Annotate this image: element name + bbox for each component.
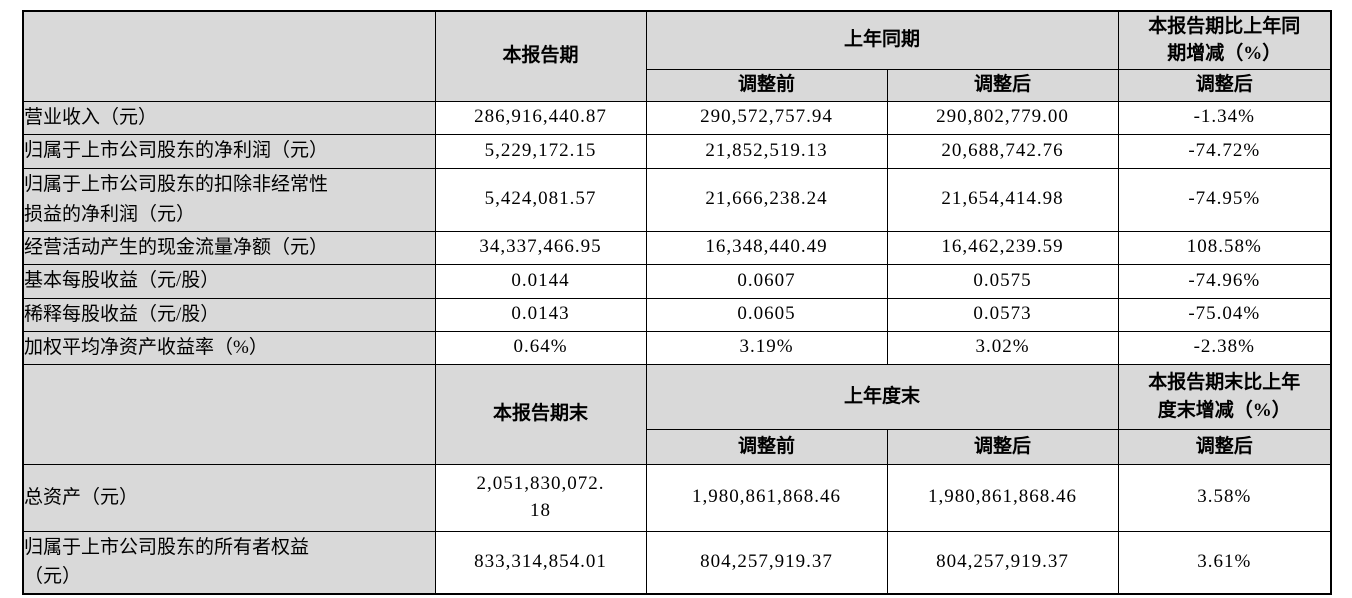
- header-end-change: 本报告期末比上年 度末增减（%）: [1117, 363, 1332, 430]
- header-prior-year-end-group: 上年度末: [645, 363, 1119, 430]
- cell-net-profit-deducted-prior-after: 21,654,414.98: [886, 167, 1119, 232]
- cell-operating-revenue-change: -1.34%: [1117, 100, 1332, 135]
- header-current-period-end: 本报告期末: [434, 363, 647, 465]
- cell-operating-revenue-prior-after: 290,802,779.00: [886, 100, 1119, 135]
- cell-operating-cash-flow-current: 34,337,466.95: [434, 230, 647, 265]
- cell-basic-eps-change: -74.96%: [1117, 263, 1332, 299]
- header-current-period: 本报告期: [434, 10, 647, 102]
- cell-weighted-roe-prior-before: 3.19%: [645, 330, 888, 365]
- cell-net-profit-prior-after: 20,688,742.76: [886, 133, 1119, 169]
- row-label-equity: 归属于上市公司股东的所有者权益 （元）: [22, 530, 436, 595]
- cell-operating-cash-flow-prior-before: 16,348,440.49: [645, 230, 888, 265]
- row-label-net-profit-deducted: 归属于上市公司股东的扣除非经常性 损益的净利润（元）: [22, 167, 436, 232]
- cell-operating-revenue-current: 286,916,440.87: [434, 100, 647, 135]
- cell-diluted-eps-prior-after: 0.0573: [886, 297, 1119, 332]
- cell-diluted-eps-current: 0.0143: [434, 297, 647, 332]
- row-label-basic-eps: 基本每股收益（元/股）: [22, 263, 436, 299]
- cell-total-assets-change: 3.58%: [1117, 463, 1332, 532]
- row-label-diluted-eps: 稀释每股收益（元/股）: [22, 297, 436, 332]
- cell-equity-change: 3.61%: [1117, 530, 1332, 595]
- financial-summary-table: 本报告期 上年同期 本报告期比上年同 期增减（%） 调整前 调整后 调整后 营业…: [22, 10, 1333, 595]
- cell-operating-revenue-prior-before: 290,572,757.94: [645, 100, 888, 135]
- cell-equity-current: 833,314,854.01: [434, 530, 647, 595]
- cell-net-profit-deducted-change: -74.95%: [1117, 167, 1332, 232]
- cell-net-profit-current: 5,229,172.15: [434, 133, 647, 169]
- row-label-operating-revenue: 营业收入（元）: [22, 100, 436, 135]
- cell-diluted-eps-prior-before: 0.0605: [645, 297, 888, 332]
- header-eop-change-adjust-after: 调整后: [1117, 428, 1332, 465]
- cell-operating-cash-flow-prior-after: 16,462,239.59: [886, 230, 1119, 265]
- row-label-net-profit: 归属于上市公司股东的净利润（元）: [22, 133, 436, 169]
- cell-total-assets-current: 2,051,830,072. 18: [434, 463, 647, 532]
- table-row: 营业收入（元） 286,916,440.87 290,572,757.94 29…: [22, 100, 1332, 135]
- cell-weighted-roe-prior-after: 3.02%: [886, 330, 1119, 365]
- cell-basic-eps-current: 0.0144: [434, 263, 647, 299]
- table-row: 归属于上市公司股东的扣除非经常性 损益的净利润（元） 5,424,081.57 …: [22, 167, 1332, 232]
- header-adjust-after: 调整后: [886, 68, 1119, 102]
- header-prior-period-group: 上年同期: [645, 10, 1119, 70]
- cell-total-assets-prior-after: 1,980,861,868.46: [886, 463, 1119, 532]
- row-label-total-assets: 总资产（元）: [22, 463, 436, 532]
- cell-equity-prior-before: 804,257,919.37: [645, 530, 888, 595]
- table-row: 归属于上市公司股东的净利润（元） 5,229,172.15 21,852,519…: [22, 133, 1332, 169]
- table-row: 稀释每股收益（元/股） 0.0143 0.0605 0.0573 -75.04%: [22, 297, 1332, 332]
- cell-net-profit-deducted-current: 5,424,081.57: [434, 167, 647, 232]
- cell-basic-eps-prior-before: 0.0607: [645, 263, 888, 299]
- cell-weighted-roe-current: 0.64%: [434, 330, 647, 365]
- cell-equity-prior-after: 804,257,919.37: [886, 530, 1119, 595]
- corner-cell: [22, 10, 436, 102]
- cell-net-profit-change: -74.72%: [1117, 133, 1332, 169]
- table-row: 总资产（元） 2,051,830,072. 18 1,980,861,868.4…: [22, 463, 1332, 532]
- cell-net-profit-deducted-prior-before: 21,666,238.24: [645, 167, 888, 232]
- header-adjust-before: 调整前: [645, 68, 888, 102]
- table-row: 经营活动产生的现金流量净额（元） 34,337,466.95 16,348,44…: [22, 230, 1332, 265]
- cell-diluted-eps-change: -75.04%: [1117, 297, 1332, 332]
- row-label-weighted-roe: 加权平均净资产收益率（%）: [22, 330, 436, 365]
- header-change-adjust-after: 调整后: [1117, 68, 1332, 102]
- table-row: 基本每股收益（元/股） 0.0144 0.0607 0.0575 -74.96%: [22, 263, 1332, 299]
- cell-weighted-roe-change: -2.38%: [1117, 330, 1332, 365]
- cell-net-profit-prior-before: 21,852,519.13: [645, 133, 888, 169]
- header-yoy-change: 本报告期比上年同 期增减（%）: [1117, 10, 1332, 70]
- corner-cell-eop: [22, 363, 436, 465]
- header-eop-adjust-after: 调整后: [886, 428, 1119, 465]
- cell-basic-eps-prior-after: 0.0575: [886, 263, 1119, 299]
- table-row: 归属于上市公司股东的所有者权益 （元） 833,314,854.01 804,2…: [22, 530, 1332, 595]
- table-row: 加权平均净资产收益率（%） 0.64% 3.19% 3.02% -2.38%: [22, 330, 1332, 365]
- header-eop-adjust-before: 调整前: [645, 428, 888, 465]
- cell-operating-cash-flow-change: 108.58%: [1117, 230, 1332, 265]
- row-label-operating-cash-flow: 经营活动产生的现金流量净额（元）: [22, 230, 436, 265]
- cell-total-assets-prior-before: 1,980,861,868.46: [645, 463, 888, 532]
